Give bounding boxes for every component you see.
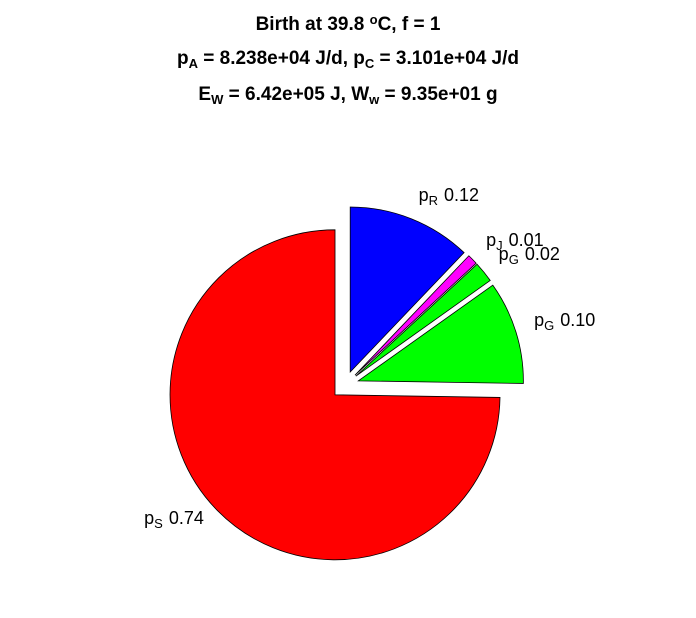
text-segment: w	[368, 92, 380, 107]
slice-label: pR 0.12	[419, 185, 479, 208]
slice-label: pG 0.10	[534, 310, 595, 333]
text-segment: R	[429, 193, 438, 208]
chart-title: EW = 6.42e+05 J, Ww = 9.35e+01 g	[198, 84, 497, 107]
text-segment: = 6.42e+05 J, W	[223, 84, 369, 105]
text-segment: = 8.238e+04 J/d, p	[198, 48, 365, 69]
text-segment: W	[211, 92, 224, 107]
chart-title: Birth at 39.8 oC, f = 1	[256, 12, 441, 35]
text-segment: p	[144, 508, 154, 528]
text-segment: p	[486, 230, 496, 250]
slice-label: pS 0.74	[144, 508, 204, 531]
pie-slice	[355, 263, 491, 377]
slice-label: pG 0.02	[499, 244, 560, 267]
text-segment: p	[499, 244, 509, 264]
slice-value-label: 0.74	[169, 508, 204, 528]
pie-slice	[354, 255, 477, 376]
pie-slice	[357, 284, 524, 384]
chart-title: pA = 8.238e+04 J/d, pC = 3.101e+04 J/d	[177, 48, 519, 71]
text-segment: A	[189, 56, 199, 71]
slice-label: pJ 0.01	[486, 230, 544, 253]
text-segment: G	[544, 318, 554, 333]
text-segment: p	[419, 185, 429, 205]
text-segment: p	[534, 310, 544, 330]
pie-slice	[169, 229, 501, 561]
slice-value-label: 0.10	[560, 310, 595, 330]
text-segment: E	[198, 84, 211, 105]
text-segment: J	[496, 238, 503, 253]
pie-slice	[349, 206, 465, 374]
text-segment: G	[509, 252, 519, 267]
text-segment: Birth at 39.8	[256, 14, 370, 35]
text-segment: = 3.101e+04 J/d	[374, 48, 519, 69]
text-segment: S	[154, 516, 163, 531]
text-segment: = 9.35e+01 g	[379, 84, 497, 105]
text-segment: p	[177, 48, 189, 69]
slice-value-label: 0.02	[525, 244, 560, 264]
slice-value-label: 0.01	[509, 230, 544, 250]
text-segment: C	[365, 56, 375, 71]
text-segment: o	[370, 12, 378, 27]
slice-value-label: 0.12	[444, 185, 479, 205]
text-segment: C, f = 1	[378, 14, 441, 35]
